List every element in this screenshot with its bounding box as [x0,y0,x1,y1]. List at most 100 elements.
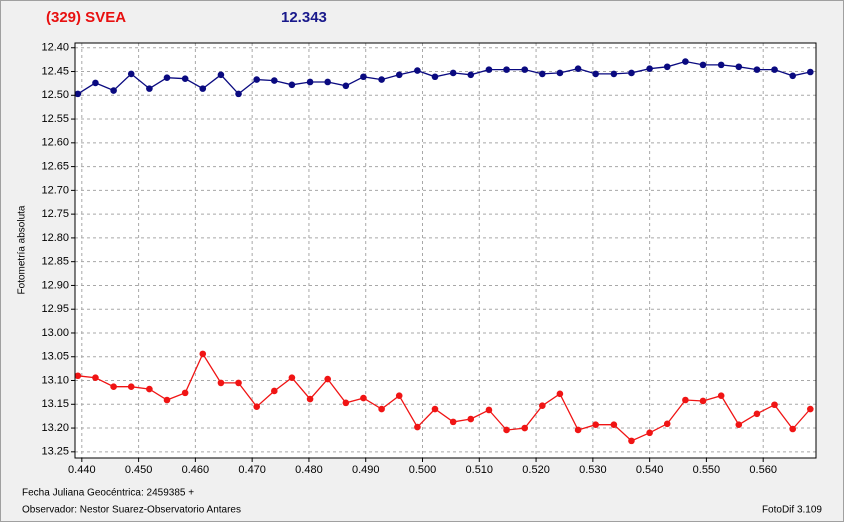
data-point [592,421,599,429]
data-point [717,61,725,69]
data-point [789,425,797,433]
data-point [628,69,635,77]
y-tick-label: 12.85 [41,256,69,268]
x-tick-label: 0.560 [749,464,777,476]
data-point [163,74,171,82]
y-tick-label: 12.60 [41,137,69,149]
chart-title: (329) SVEA [46,9,126,26]
data-point [539,402,546,410]
data-point [235,90,242,98]
data-point [127,383,135,390]
y-tick-label: 12.45 [41,65,69,77]
x-tick-label: 0.490 [352,464,380,476]
data-point [592,70,599,78]
data-point [253,76,261,83]
plot-border [74,42,817,459]
data-point [414,423,421,431]
data-point [431,405,439,413]
data-point [217,379,225,387]
data-point [199,350,207,358]
data-point [449,418,457,426]
data-point [628,437,635,445]
x-tick-label: 0.500 [409,464,437,476]
y-tick-label: 12.40 [41,42,69,54]
data-point [181,75,189,82]
data-point [378,76,385,83]
data-point [521,66,529,73]
data-point [574,426,582,434]
data-point [306,395,314,403]
data-point [271,77,278,84]
y-tick-label: 12.70 [41,184,69,196]
software-note: FotoDif 3.109 [762,505,822,516]
y-tick-label: 12.55 [41,113,69,125]
y-tick-label: 13.15 [41,398,69,410]
x-tick-label: 0.550 [693,464,721,476]
data-point [342,399,350,407]
data-point [610,70,618,78]
data-point [556,69,564,77]
data-point [663,420,671,428]
data-point [271,387,278,395]
x-tick-label: 0.460 [182,464,210,476]
observer-note: Observador: Nestor Suarez-Observatorio A… [22,505,241,516]
y-axis-label: Fotometría absoluta [17,205,28,294]
data-point [360,394,367,402]
data-point [127,70,135,78]
y-tick-label: 12.90 [41,279,69,291]
data-point [110,87,117,94]
data-point [467,71,475,79]
data-point [306,78,314,86]
data-point [699,397,707,405]
data-point [146,385,153,393]
data-point [342,82,350,90]
y-tick-label: 12.65 [41,161,69,173]
y-tick-label: 12.80 [41,232,69,244]
y-tick-label: 12.50 [41,89,69,101]
y-tick-label: 13.05 [41,351,69,363]
data-point [789,72,797,80]
data-point [253,403,261,410]
y-tick-label: 13.10 [41,374,69,386]
data-point [807,405,814,413]
data-point [235,379,242,387]
x-axis-label: Fecha Juliana Geocéntrica: 2459385 + [22,488,194,499]
data-point [682,58,689,65]
x-tick-label: 0.470 [238,464,266,476]
data-point [92,79,99,87]
marks-layer [74,58,814,445]
x-tick-label: 0.530 [579,464,607,476]
data-point [217,71,225,79]
data-point [110,383,117,390]
y-tick-label: 13.20 [41,422,69,434]
x-tick-label: 0.540 [636,464,664,476]
data-point [414,67,421,74]
data-point [181,389,189,397]
y-tick-label: 13.00 [41,327,69,339]
data-point [771,401,778,409]
data-point [682,396,689,404]
data-point [807,68,814,76]
data-point [324,78,331,86]
x-tick-label: 0.510 [466,464,494,476]
data-point [485,66,493,73]
plot-area [75,43,816,458]
data-point [610,421,618,429]
data-point [74,90,82,98]
data-point [395,71,403,79]
data-point [503,66,510,73]
y-tick-label: 13.25 [41,446,69,458]
data-point [288,374,296,381]
x-tick-label: 0.440 [68,464,96,476]
data-point [753,410,761,418]
data-point [378,405,385,413]
data-point [556,390,564,398]
data-point [163,396,171,404]
data-point [539,70,546,78]
data-point [663,63,671,71]
data-point [288,81,296,89]
data-point [74,372,82,380]
data-point [395,392,403,400]
data-point [503,426,510,434]
